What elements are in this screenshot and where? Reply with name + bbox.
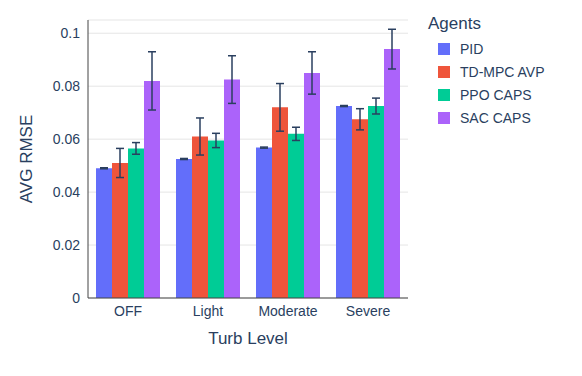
- svg-text:AVG RMSE: AVG RMSE: [17, 115, 36, 203]
- svg-text:Light: Light: [193, 303, 223, 319]
- svg-text:0.04: 0.04: [53, 184, 80, 200]
- html-text:TD-MPC AVP: TD-MPC AVP: [460, 63, 545, 80]
- html-text:SAC CAPS: SAC CAPS: [460, 109, 531, 126]
- svg-text:OFF: OFF: [114, 303, 142, 319]
- html-text:PPO CAPS: PPO CAPS: [460, 86, 532, 103]
- svg-text:0.1: 0.1: [61, 25, 81, 41]
- svg-text:Turb Level: Turb Level: [208, 329, 288, 348]
- html-text:Agents: Agents: [428, 14, 481, 33]
- html-text:PID: PID: [460, 40, 484, 57]
- svg-text:0: 0: [72, 290, 80, 306]
- svg-text:0.08: 0.08: [53, 78, 80, 94]
- svg-text:0.06: 0.06: [53, 131, 80, 147]
- svg-text:Severe: Severe: [346, 303, 391, 319]
- svg-text:Moderate: Moderate: [258, 303, 317, 319]
- svg-text:0.02: 0.02: [53, 237, 80, 253]
